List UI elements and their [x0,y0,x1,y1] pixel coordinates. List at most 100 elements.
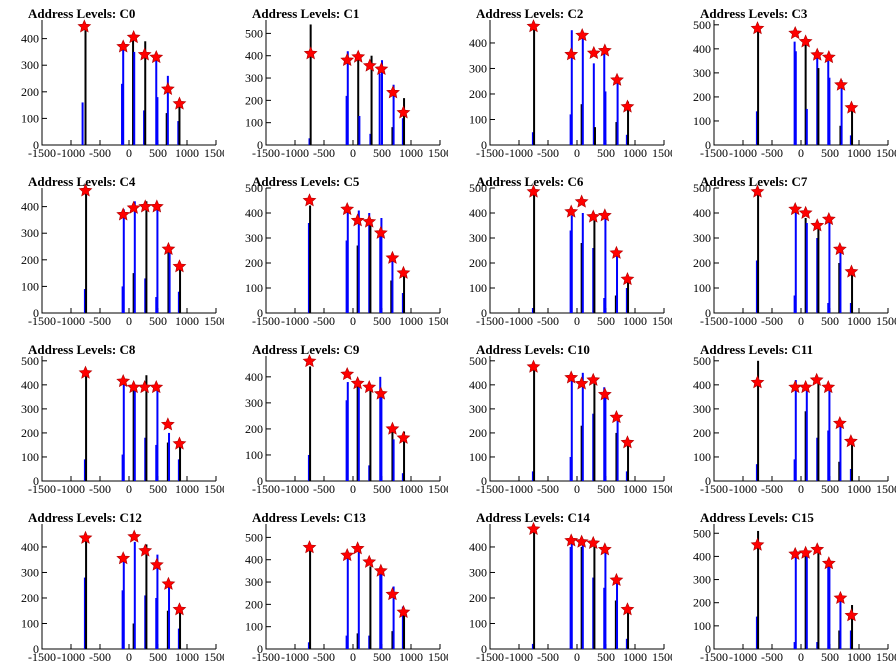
peak-star-marker [137,379,152,394]
histogram-bar [849,303,852,313]
y-tick-label: 400 [693,206,711,220]
histogram-bar [307,642,310,649]
histogram-bar [816,53,819,145]
x-tick-label: -500 [761,314,783,328]
y-tick-label: 300 [693,66,711,80]
chart-title: Address Levels: C14 [476,510,590,525]
y-tick-label: 200 [21,591,39,605]
chart-title: Address Levels: C5 [252,174,360,189]
chart-title: Address Levels: C13 [252,510,366,525]
peak-star-marker [597,208,612,222]
x-tick-label: 0 [798,314,804,328]
histogram-bar [121,590,124,649]
axis-lines [713,524,888,650]
histogram-bar [616,253,619,313]
x-tick-label: 1000 [847,650,871,664]
peak-star-marker [609,245,624,259]
histogram-bar [156,554,159,649]
peak-star-marker [396,265,411,279]
peak-star-marker [351,49,366,63]
peak-star-marker [362,554,377,568]
histogram-bar [794,51,797,145]
y-tick-label: 0 [257,306,263,320]
y-tick-label: 200 [245,422,263,436]
histogram-bar [604,91,607,145]
chart-title: Address Levels: C9 [252,342,360,357]
y-tick-label: 200 [693,256,711,270]
x-tick-label: 500 [597,482,615,496]
x-tick-label: -1000 [505,650,533,664]
histogram-bar [369,133,372,145]
y-tick-label: 400 [693,549,711,563]
peak-star-marker [832,416,847,430]
y-tick-label: 400 [21,200,39,214]
peak-star-marker [373,225,388,239]
histogram-bar [804,411,807,481]
histogram-bar [615,122,618,145]
y-tick-label: 0 [481,138,487,152]
x-tick-label: 0 [574,482,580,496]
histogram-bar [132,38,135,145]
x-tick-label: -500 [313,650,335,664]
axis-lines [265,356,440,482]
axis-lines [489,356,664,482]
y-tick-label: 300 [245,396,263,410]
x-tick-label: 1000 [399,314,423,328]
x-tick-label: -500 [537,146,559,160]
peak-star-marker [597,542,612,556]
histogram-bar [144,278,147,313]
chart-title: Address Levels: C7 [700,174,808,189]
y-tick-label: 100 [245,281,263,295]
histogram-bar [368,213,371,313]
chart-title: Address Levels: C11 [700,342,814,357]
peak-star-marker [302,193,317,207]
peak-star-marker [810,47,825,61]
histogram-bar [593,215,596,313]
histogram-bar [168,249,171,313]
x-tick-label: -1000 [729,314,757,328]
x-tick-label: -1500 [476,650,504,664]
peak-star-marker [620,602,635,616]
chart-svg: 0 100 200 300 400 500 -1500 -1000 -500 0 500 1000 15… [693,354,896,496]
histogram-bar [369,220,372,313]
histogram-bar [165,113,168,145]
histogram-bar [309,205,312,313]
histogram-bar [368,635,371,649]
peak-star-marker [340,547,355,562]
histogram-bar [309,366,312,481]
peak-star-marker [362,379,377,394]
y-tick-label: 100 [693,619,711,633]
peak-star-marker [137,47,152,61]
x-tick-label: 1000 [623,482,647,496]
histogram-bar [604,394,607,481]
histogram-bar [804,556,807,649]
peak-star-marker [564,47,579,61]
x-tick-label: -1500 [28,314,56,328]
peak-star-marker [586,209,601,223]
x-tick-label: 1500 [204,314,224,328]
histogram-bar [369,566,372,649]
histogram-bar [167,249,170,313]
axis-lines [41,356,216,482]
histogram-bar [570,375,573,481]
histogram-bar [603,53,606,145]
peak-star-marker [564,204,579,218]
y-tick-label: 400 [469,206,487,220]
peak-star-marker [340,52,355,67]
histogram-bar [805,387,808,481]
histogram-bar [569,114,572,145]
histogram-bar [580,104,583,145]
x-tick-label: 0 [126,650,132,664]
y-tick-label: 200 [469,87,487,101]
x-tick-label: 1500 [428,482,448,496]
histogram-bar [838,263,841,313]
histogram-bar [817,228,820,313]
histogram-bar [84,27,87,146]
histogram-bar [616,420,619,481]
histogram-bar [122,554,125,649]
y-tick-label: 100 [693,114,711,128]
histogram-bar [346,555,349,649]
peak-star-marker [116,373,131,388]
histogram-bar [804,218,807,313]
histogram-bar [625,471,628,481]
